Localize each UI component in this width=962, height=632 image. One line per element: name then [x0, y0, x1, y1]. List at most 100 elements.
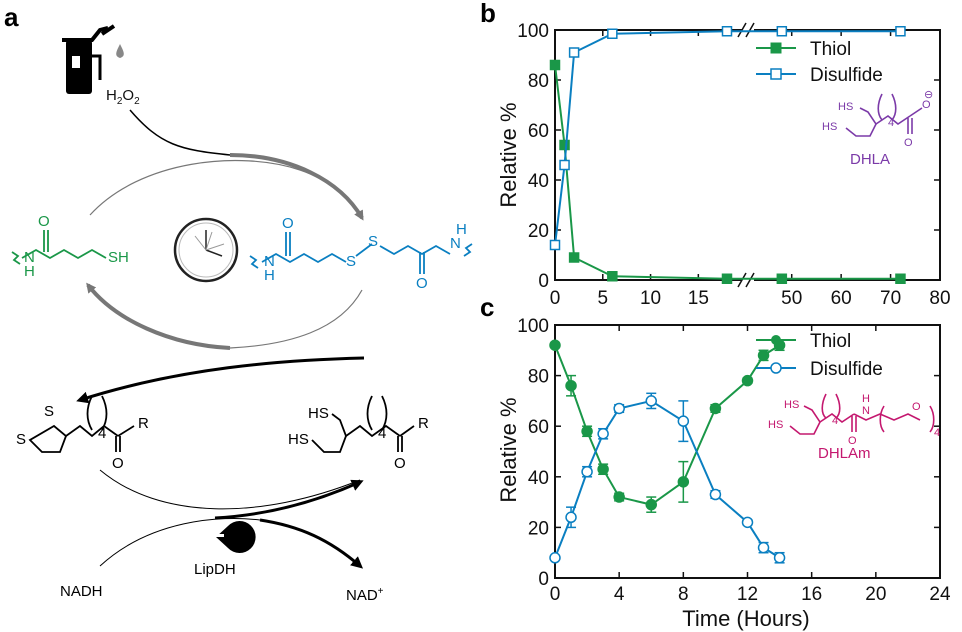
lipoamide-reduced: [311, 395, 415, 453]
chart-c-marks: [549, 339, 786, 564]
disulfide-s2: S: [368, 233, 378, 250]
lipoamide-oxidized: [28, 395, 135, 453]
chart-b-ytick-label: 40: [528, 171, 549, 192]
chart-b-point-disulfide: [549, 239, 561, 251]
chart-c-xtick-label: 8: [678, 584, 689, 605]
chart-c-legend: Thiol Disulfide: [756, 331, 883, 380]
dhla-o2: O: [922, 99, 931, 111]
chart-c-xtick-label: 4: [614, 584, 625, 605]
chart-b-xtick-label: 5: [597, 288, 608, 309]
axis-break-mark: [745, 272, 755, 288]
oxidation-arrow: [229, 153, 364, 221]
chart-c-point-disulfide: [709, 488, 722, 501]
disulfide-n2: N: [450, 235, 461, 252]
chart-c-ytick-label: 0: [538, 569, 549, 590]
chart-b-point-disulfide: [568, 47, 580, 58]
chart-c-ytick-label: 20: [528, 518, 549, 539]
chart-c-point-thiol: [581, 425, 593, 438]
dhla-sub: 4: [888, 117, 894, 129]
oxidation-arrow-thin: [89, 159, 363, 219]
chart-c-xtick-label: 12: [737, 584, 758, 605]
disulfide-s1: S: [346, 253, 356, 270]
chart-c-series-line-thiol: [554, 344, 781, 506]
dhla-label: DHLA: [850, 151, 890, 168]
reduction-arrow-thin: [229, 289, 363, 349]
chart-c-xtick-label: 16: [801, 584, 822, 605]
chart-c-point-thiol: [757, 349, 770, 362]
chart-b-xtick-label: 50: [781, 288, 802, 309]
dhl-sh2: HS: [288, 431, 309, 448]
thiol-molecule: [11, 230, 107, 265]
chart-b-point-thiol: [721, 273, 733, 284]
chart-c-point-disulfide: [645, 395, 657, 407]
disulfide-o1: O: [282, 215, 294, 232]
nadh-arrow-thin: [99, 517, 261, 567]
chart-c-xtick-label: 0: [550, 584, 561, 605]
nad-arrow: [259, 518, 364, 569]
lipo-oxidation-arrow: [76, 356, 365, 404]
chart-b-point-thiol: [568, 252, 580, 263]
pacman-e-icon: [210, 521, 256, 553]
enzyme-label: LipDH: [194, 561, 236, 578]
lipo-sub: 4: [98, 425, 106, 442]
nad-label: NAD+: [346, 586, 384, 604]
scheme-panel: a H2O2 O N H SH: [4, 2, 473, 604]
chart-c-point-disulfide: [581, 465, 593, 478]
chart-c-point-thiol: [597, 463, 609, 475]
lipo-s2: S: [16, 431, 26, 448]
dhlam-nh-n: N: [862, 405, 870, 417]
chart-c-series-line-disulfide: [554, 399, 781, 559]
dhla-charge: ⊖: [924, 89, 933, 101]
chart-b-ytick-label: 100: [517, 21, 549, 42]
chart-c-point-disulfide: [677, 415, 690, 427]
axis-break-mark: [737, 272, 747, 288]
chart-c-point-thiol: [565, 379, 577, 392]
chart-b-point-disulfide: [607, 28, 618, 39]
axis-break-gap: [742, 272, 754, 288]
dhla-sh2: HS: [822, 121, 837, 133]
chart-b-ytick-label: 60: [528, 121, 549, 142]
panel-label-b: b: [480, 0, 496, 28]
chart-b-axes: 0 5 10 15 50 60 70 80 0 20 40 60 80 100: [517, 21, 950, 309]
chart-b-series-line-disulfide: [554, 30, 901, 246]
chart-c-point-disulfide: [597, 428, 609, 440]
chart-c-point-disulfide: [565, 511, 577, 524]
lipo-r: R: [138, 415, 149, 432]
chart-b-xtick-label: 60: [831, 288, 852, 309]
nadh-label: NADH: [60, 583, 103, 600]
chart-c-point-thiol: [613, 491, 625, 503]
chart-b-point-disulfide: [559, 159, 570, 171]
legend-b-thiol: Thiol: [810, 39, 851, 60]
dhlam-sub2: 4: [934, 427, 940, 439]
chart-c-ylabel: Relative %: [496, 397, 521, 502]
chart-b-point-thiol: [607, 271, 618, 282]
clock-icon: [173, 217, 239, 283]
reduction-arrow: [86, 282, 231, 350]
chart-b-ytick-label: 0: [538, 271, 549, 292]
chart-b-marks: [549, 26, 906, 284]
h2o2-arrow: [129, 109, 231, 156]
chart-b-legend: Thiol Disulfide: [756, 39, 883, 86]
chart-c-xtick-label: 24: [929, 584, 951, 605]
dhlam-sub: 4: [832, 415, 838, 427]
chart-c-ytick-label: 80: [528, 367, 549, 388]
thiol-o: O: [38, 213, 50, 230]
chart-b-point-disulfide: [721, 26, 733, 37]
chart-c-xlabel: Time (Hours): [682, 606, 810, 631]
chart-c-point-disulfide: [613, 402, 625, 415]
lipo-o: O: [112, 455, 124, 472]
chart-b-xtick-label: 80: [929, 288, 950, 309]
chart-c-ytick-label: 40: [528, 468, 549, 489]
dhlam-nh-h: H: [862, 393, 870, 405]
axis-break-mark: [745, 22, 755, 38]
dhl-o: O: [394, 455, 406, 472]
panel-label-a: a: [4, 2, 19, 32]
chart-c-ytick-label: 100: [517, 316, 549, 337]
chart-b-xtick-label: 15: [688, 288, 709, 309]
chart-b-series-line-thiol: [554, 64, 901, 280]
dhlam-label: DHLAm: [818, 445, 871, 462]
chart-b-point-disulfide: [895, 26, 906, 37]
panel-label-c: c: [480, 292, 494, 322]
h2o2-label: H2O2: [106, 87, 140, 107]
lipo-s1: S: [44, 403, 54, 420]
